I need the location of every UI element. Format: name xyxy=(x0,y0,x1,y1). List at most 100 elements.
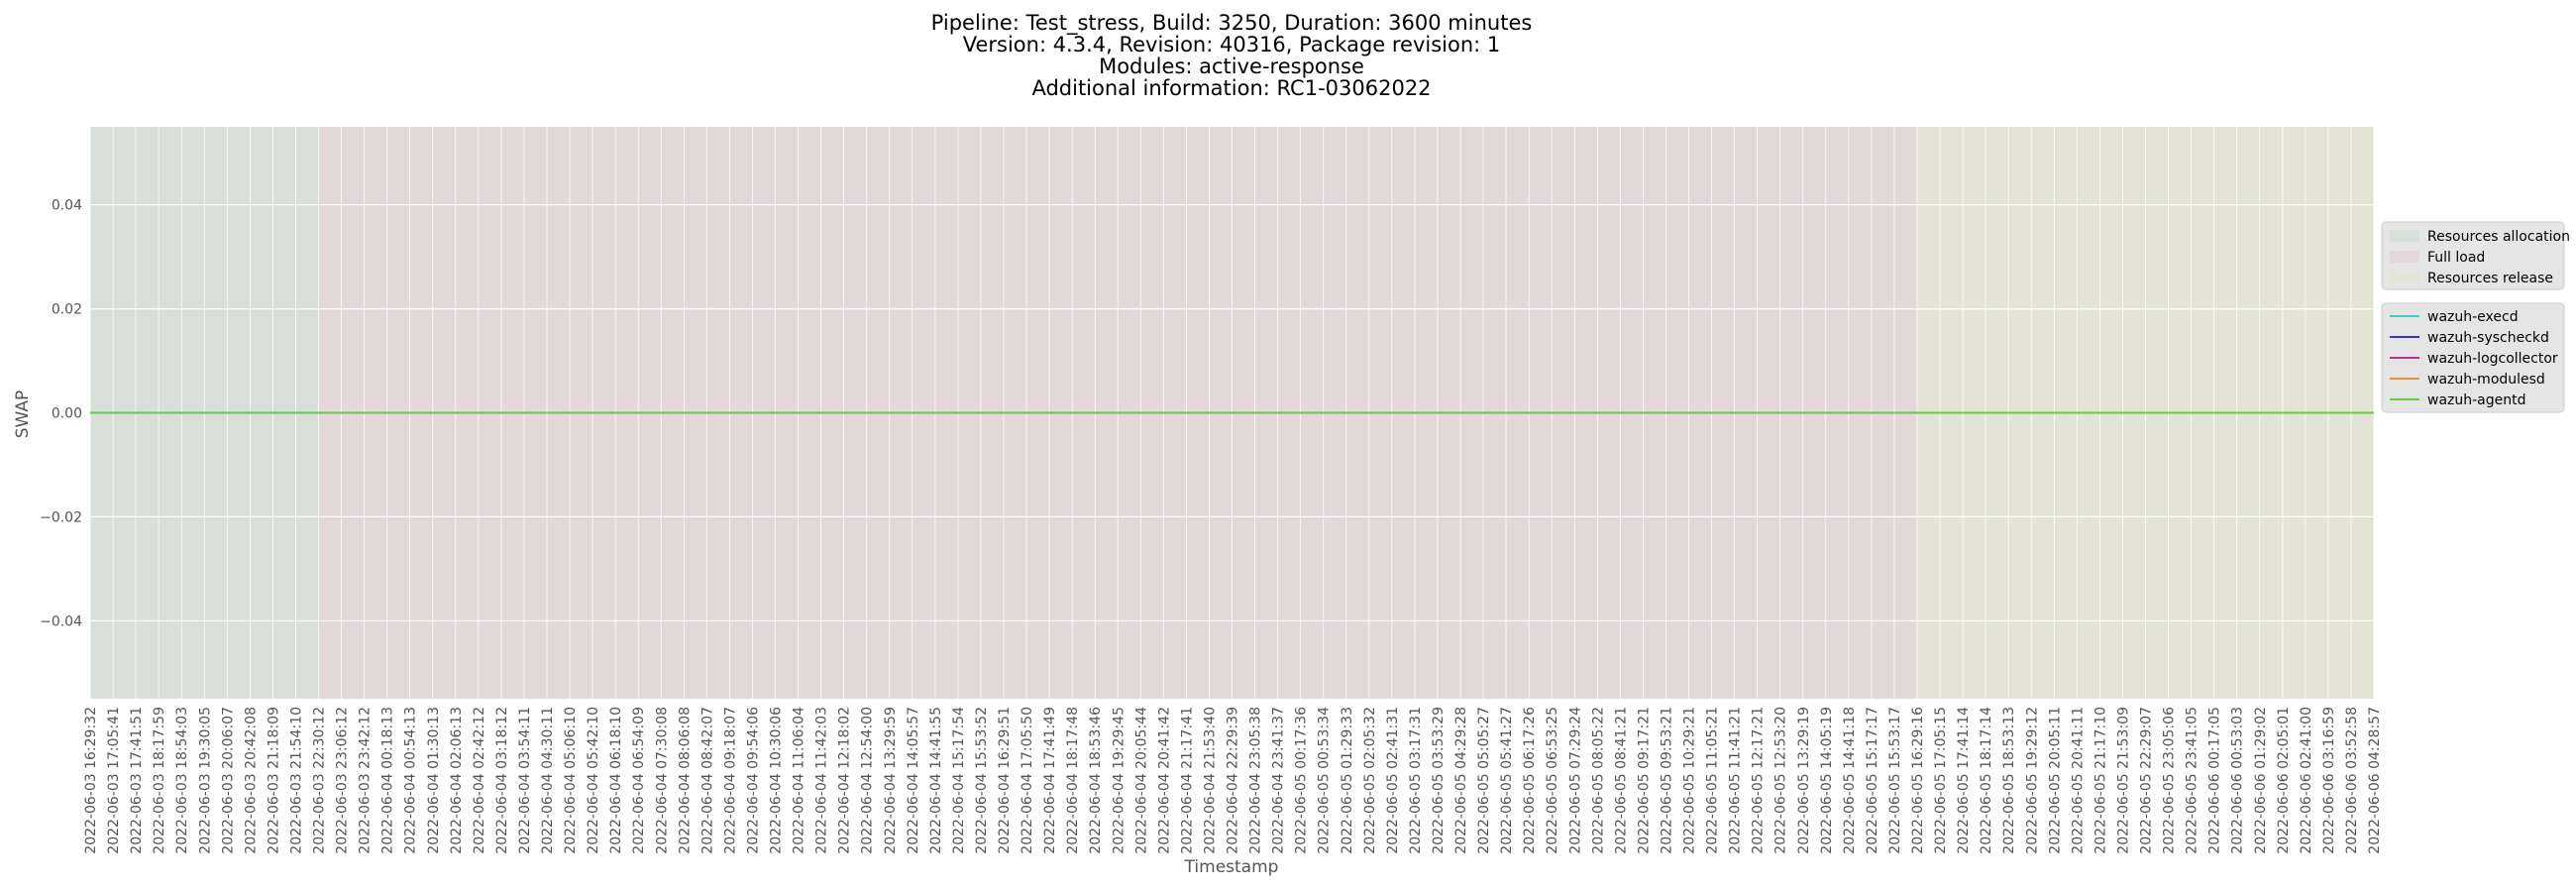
x-tick-label: 2022-06-04 08:42:07 xyxy=(699,707,715,854)
x-tick-label: 2022-06-03 21:54:10 xyxy=(288,707,304,854)
x-tick-label: 2022-06-03 20:06:07 xyxy=(220,707,236,854)
x-tick-label: 2022-06-04 14:05:57 xyxy=(906,707,921,854)
x-tick-label: 2022-06-04 19:29:45 xyxy=(1111,707,1127,854)
x-tick-label: 2022-06-05 21:53:09 xyxy=(2115,707,2131,854)
x-tick-label: 2022-06-04 01:30:13 xyxy=(426,707,442,854)
legend-box xyxy=(2381,302,2565,413)
x-tick-label: 2022-06-05 06:17:26 xyxy=(1522,707,1538,854)
x-tick-label: 2022-06-03 17:41:51 xyxy=(129,707,145,854)
legend-label: Resources allocation xyxy=(2427,229,2570,245)
x-tick-label: 2022-06-04 12:18:02 xyxy=(837,707,853,854)
x-tick-label: 2022-06-05 22:29:07 xyxy=(2139,707,2155,854)
x-tick-label: 2022-06-03 21:18:09 xyxy=(266,707,281,854)
x-axis-label: Timestamp xyxy=(1184,857,1279,877)
x-tick-label: 2022-06-05 20:05:11 xyxy=(2047,707,2063,854)
legend-swatch xyxy=(2390,251,2419,263)
x-tick-label: 2022-06-03 20:42:08 xyxy=(243,707,259,854)
y-tick-label: 0.02 xyxy=(52,302,82,318)
x-tick-label: 2022-06-06 00:17:05 xyxy=(2207,707,2223,854)
legend-swatch xyxy=(2390,272,2419,283)
x-tick-label: 2022-06-04 20:41:42 xyxy=(1156,707,1172,854)
y-tick-label: 0.00 xyxy=(52,406,82,422)
title-line: Additional information: RC1-03062022 xyxy=(1031,76,1431,100)
x-tick-label: 2022-06-04 21:53:40 xyxy=(1202,707,1218,854)
x-tick-label: 2022-06-05 16:29:16 xyxy=(1910,707,1926,854)
x-tick-label: 2022-06-04 15:53:52 xyxy=(974,707,990,854)
x-tick-label: 2022-06-05 17:05:15 xyxy=(1933,707,1949,854)
x-tick-label: 2022-06-04 16:29:51 xyxy=(997,707,1013,854)
x-tick-label: 2022-06-04 09:54:06 xyxy=(745,707,761,854)
x-tick-label: 2022-06-05 12:17:21 xyxy=(1751,707,1767,854)
x-tick-label: 2022-06-04 14:41:55 xyxy=(928,707,944,854)
x-tick-label: 2022-06-05 07:29:24 xyxy=(1567,707,1583,854)
x-tick-label: 2022-06-04 05:42:10 xyxy=(586,707,601,854)
x-tick-label: 2022-06-05 08:41:21 xyxy=(1613,707,1629,854)
x-tick-label: 2022-06-03 22:30:12 xyxy=(312,707,328,854)
x-tick-label: 2022-06-05 08:05:22 xyxy=(1590,707,1606,854)
x-tick-label: 2022-06-05 18:17:14 xyxy=(1979,707,1994,854)
legend-label: wazuh-syscheckd xyxy=(2427,330,2549,346)
legend-box xyxy=(2381,221,2565,290)
x-tick-label: 2022-06-05 00:53:34 xyxy=(1317,707,1333,854)
y-tick-label: −0.04 xyxy=(40,613,82,629)
legend-label: wazuh-agentd xyxy=(2427,392,2526,408)
x-tick-label: 2022-06-05 13:29:19 xyxy=(1796,707,1812,854)
x-tick-label: 2022-06-04 23:41:37 xyxy=(1271,707,1287,854)
x-tick-label: 2022-06-05 21:17:10 xyxy=(2093,707,2108,854)
x-tick-label: 2022-06-04 12:54:00 xyxy=(860,707,876,854)
x-tick-label: 2022-06-03 16:29:32 xyxy=(83,707,99,854)
x-tick-label: 2022-06-04 07:30:08 xyxy=(654,707,670,854)
x-tick-label: 2022-06-04 17:05:50 xyxy=(1020,707,1035,854)
x-tick-label: 2022-06-05 09:53:21 xyxy=(1659,707,1674,854)
legend-label: wazuh-modulesd xyxy=(2427,372,2545,388)
x-tick-label: 2022-06-06 00:53:03 xyxy=(2230,707,2246,854)
title-line: Pipeline: Test_stress, Build: 3250, Dura… xyxy=(931,11,1533,36)
x-tick-label: 2022-06-04 23:05:38 xyxy=(1248,707,1264,854)
title-line: Version: 4.3.4, Revision: 40316, Package… xyxy=(963,33,1501,56)
y-tick-label: 0.04 xyxy=(52,198,82,214)
x-tick-label: 2022-06-05 02:41:31 xyxy=(1385,707,1401,854)
x-tick-label: 2022-06-05 20:41:11 xyxy=(2070,707,2086,854)
x-tick-label: 2022-06-05 06:53:25 xyxy=(1545,707,1560,854)
x-tick-label: 2022-06-04 04:30:11 xyxy=(540,707,556,854)
x-tick-label: 2022-06-04 11:42:03 xyxy=(814,707,830,854)
x-tick-label: 2022-06-04 09:18:07 xyxy=(722,707,738,854)
x-tick-label: 2022-06-04 21:17:41 xyxy=(1179,707,1195,854)
x-tick-label: 2022-06-04 22:29:39 xyxy=(1226,707,1241,854)
x-tick-label: 2022-06-05 00:17:36 xyxy=(1294,707,1310,854)
x-tick-label: 2022-06-05 12:53:20 xyxy=(1773,707,1789,854)
x-tick-label: 2022-06-05 04:29:28 xyxy=(1453,707,1469,854)
x-tick-label: 2022-06-05 23:05:06 xyxy=(2162,707,2178,854)
x-tick-label: 2022-06-04 02:06:13 xyxy=(449,707,465,854)
x-tick-label: 2022-06-04 00:54:13 xyxy=(403,707,419,854)
x-tick-label: 2022-06-04 20:05:44 xyxy=(1133,707,1149,854)
x-tick-label: 2022-06-04 11:06:04 xyxy=(792,707,807,854)
x-tick-label: 2022-06-05 10:29:21 xyxy=(1682,707,1698,854)
x-tick-label: 2022-06-05 11:05:21 xyxy=(1705,707,1721,854)
x-tick-label: 2022-06-04 18:17:48 xyxy=(1065,707,1081,854)
x-tick-label: 2022-06-06 04:28:57 xyxy=(2367,707,2383,854)
x-tick-label: 2022-06-05 18:53:13 xyxy=(2001,707,2017,854)
x-tick-label: 2022-06-05 23:41:05 xyxy=(2185,707,2200,854)
x-tick-label: 2022-06-06 02:41:00 xyxy=(2299,707,2314,854)
x-tick-label: 2022-06-04 05:06:10 xyxy=(563,707,579,854)
x-tick-label: 2022-06-04 06:18:10 xyxy=(608,707,624,854)
x-tick-label: 2022-06-04 02:42:12 xyxy=(472,707,487,854)
x-tick-label: 2022-06-04 17:41:49 xyxy=(1042,707,1058,854)
x-tick-label: 2022-06-03 17:05:41 xyxy=(106,707,122,854)
x-tick-label: 2022-06-03 23:06:12 xyxy=(335,707,351,854)
legend-label: Resources release xyxy=(2427,271,2553,286)
title-line: Modules: active-response xyxy=(1099,55,1364,78)
x-tick-label: 2022-06-05 15:53:17 xyxy=(1887,707,1903,854)
x-tick-label: 2022-06-04 15:17:54 xyxy=(951,707,967,854)
x-tick-label: 2022-06-04 03:54:11 xyxy=(517,707,533,854)
x-tick-label: 2022-06-04 00:18:13 xyxy=(380,707,396,854)
x-tick-label: 2022-06-04 03:18:12 xyxy=(494,707,510,854)
y-axis-label: SWAP xyxy=(13,390,33,439)
x-tick-label: 2022-06-05 05:41:27 xyxy=(1499,707,1515,854)
legend-swatch xyxy=(2390,230,2419,242)
x-tick-label: 2022-06-03 19:30:05 xyxy=(197,707,213,854)
x-tick-label: 2022-06-05 02:05:32 xyxy=(1362,707,1378,854)
